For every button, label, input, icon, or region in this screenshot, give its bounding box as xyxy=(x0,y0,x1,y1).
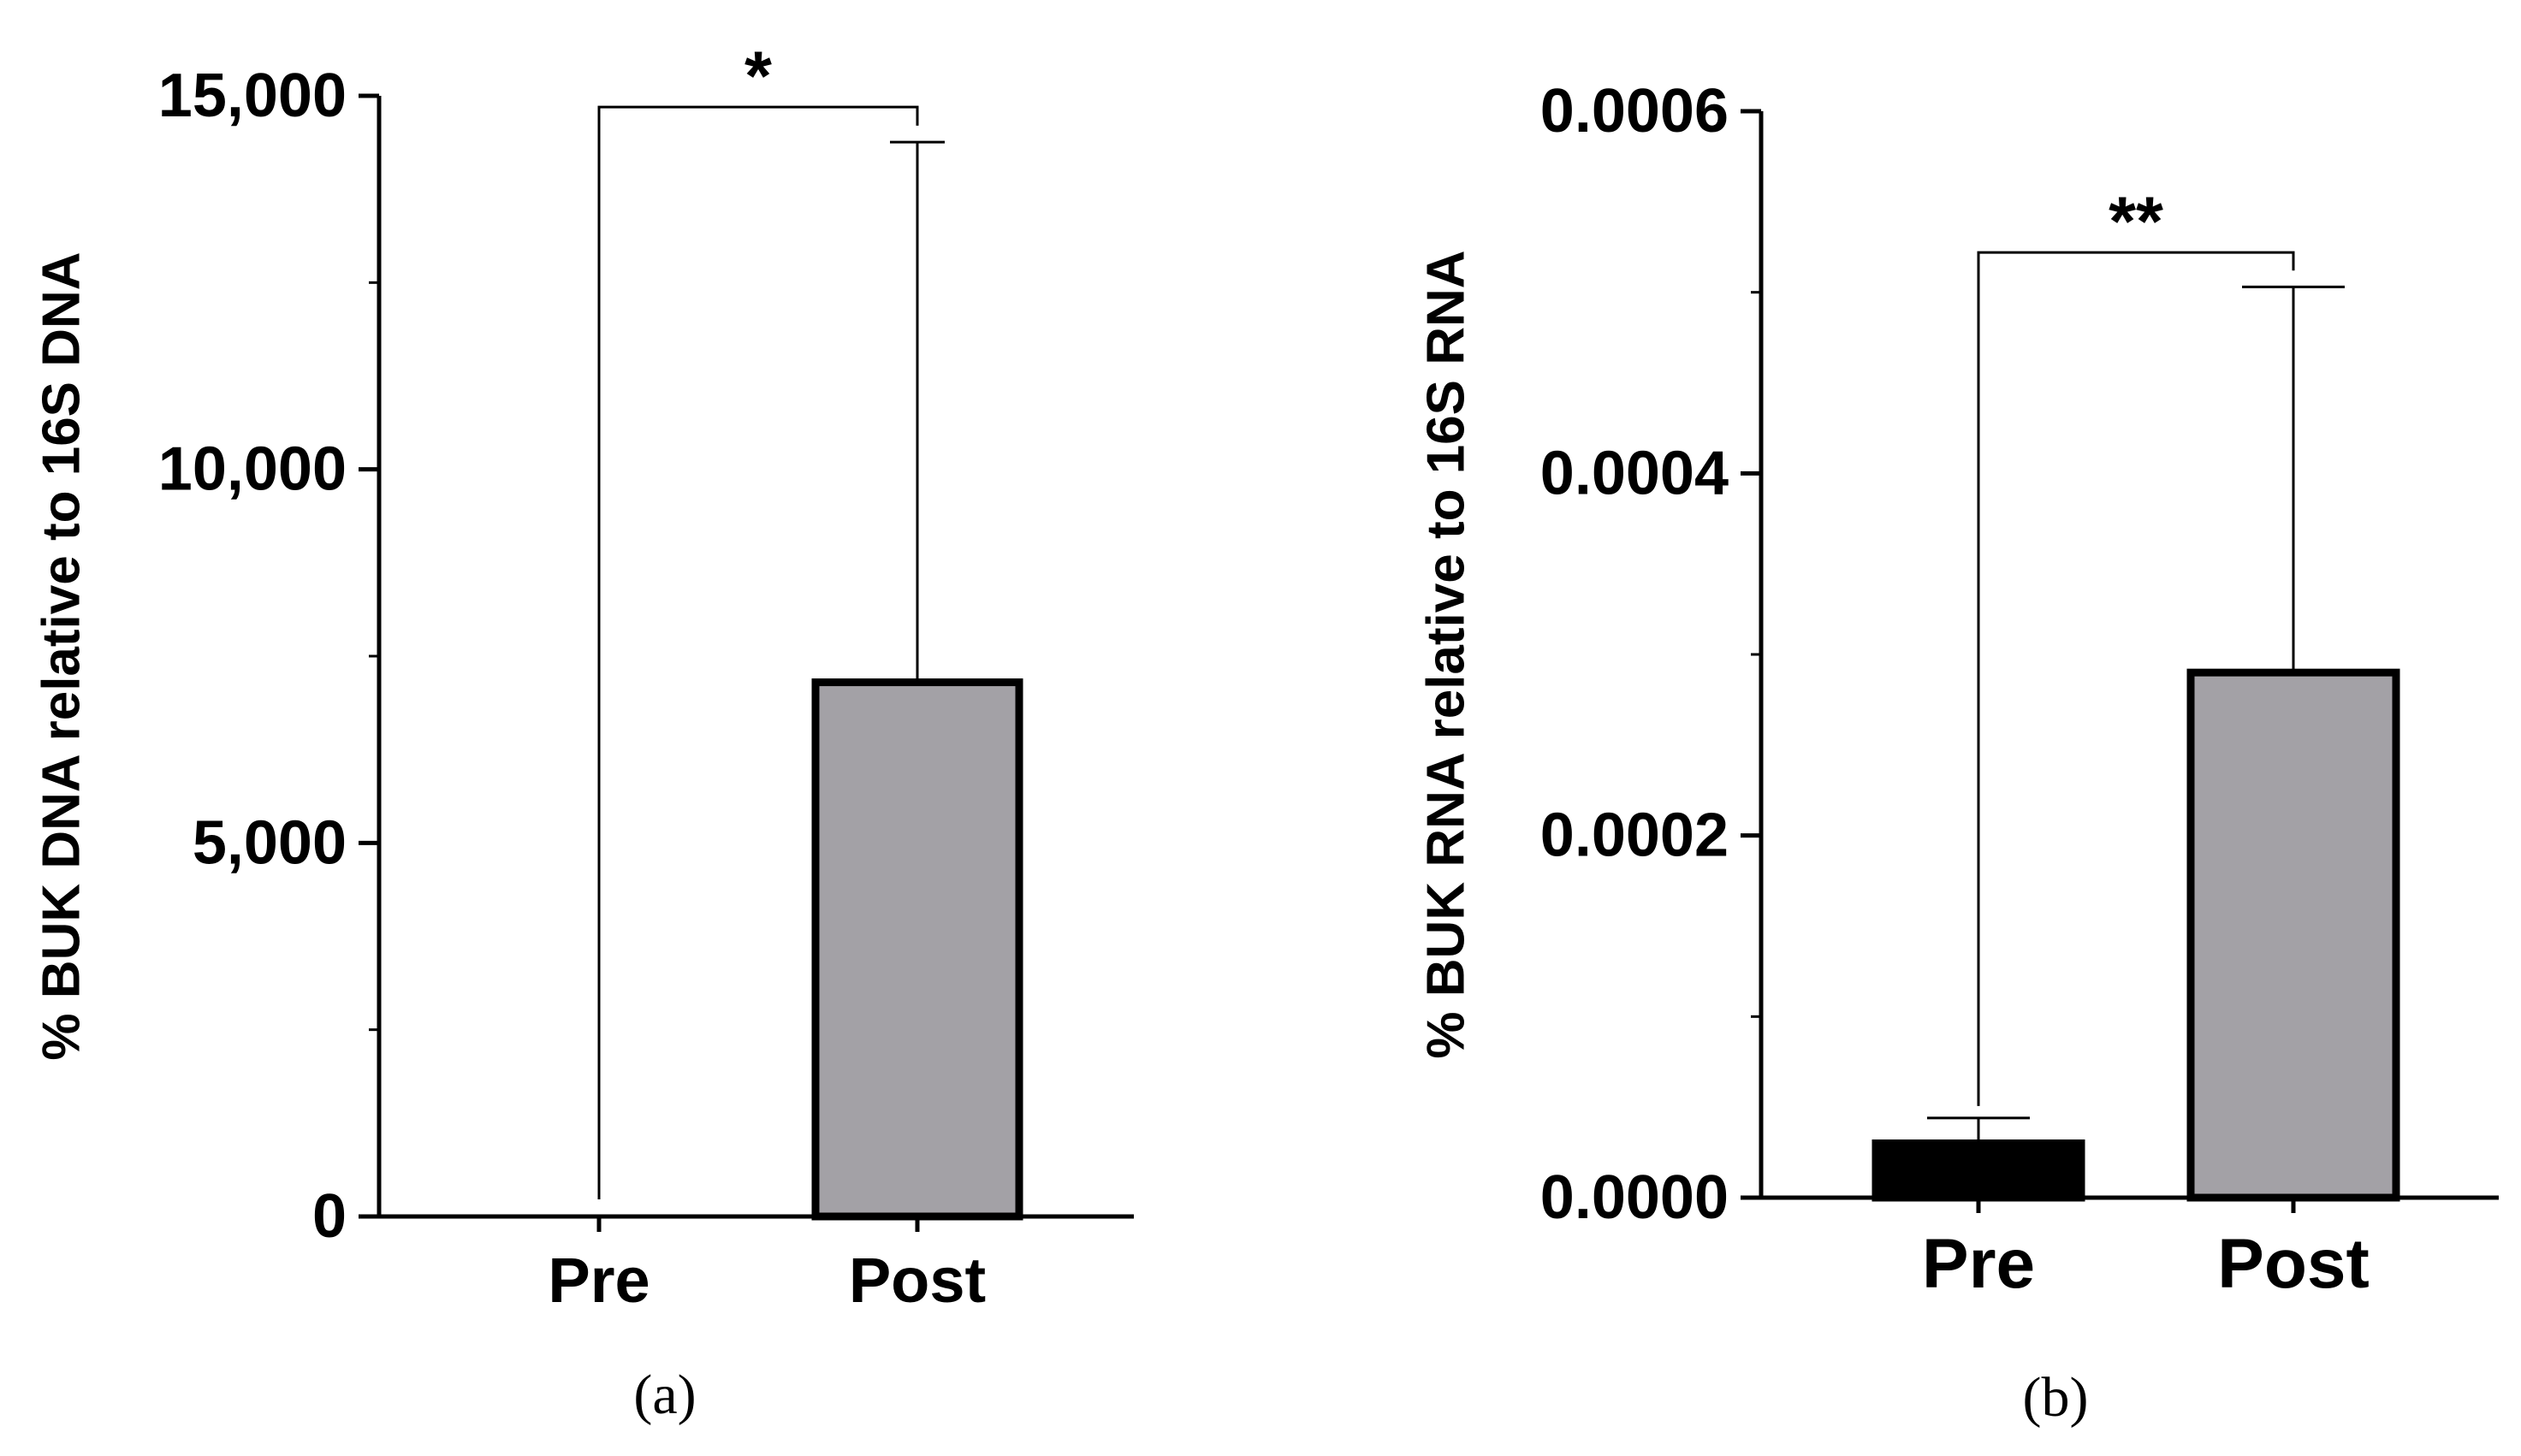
y-axis-title: % BUK DNA relative to 16S DNA xyxy=(33,252,92,1060)
significance-label: ** xyxy=(2109,183,2163,261)
y-tick-label: 0.0000 xyxy=(1540,1163,1729,1232)
y-tick-label: 0.0002 xyxy=(1540,802,1729,870)
x-category-label: Post xyxy=(849,1245,986,1316)
bar-post xyxy=(811,678,1023,1221)
bar-pre xyxy=(1871,1139,2085,1202)
x-category-label: Post xyxy=(2217,1225,2370,1303)
y-tick-label: 15,000 xyxy=(158,62,347,130)
significance-bracket xyxy=(597,105,919,1199)
significance-bracket xyxy=(1977,251,2295,1106)
y-tick-label: 0.0006 xyxy=(1540,77,1729,145)
y-axis-title: % BUK RNA relative to 16S RNA xyxy=(1417,250,1476,1058)
panel-a: 0 5,000 10,000 15,000 Pre Post % BUK DNA relat… xyxy=(33,38,1134,1426)
y-tick-label: 0 xyxy=(312,1182,347,1251)
y-tick-label: 0.0004 xyxy=(1540,439,1729,507)
x-category-label: Pre xyxy=(548,1245,650,1316)
significance-label: * xyxy=(744,38,772,115)
panel-b: 0.0000 0.0002 0.0004 0.0006 Pre Post % BUK RNA… xyxy=(1417,77,2499,1429)
panel-label: (a) xyxy=(633,1364,696,1426)
bar-post xyxy=(2186,668,2400,1202)
y-tick-label: 5,000 xyxy=(193,808,347,877)
x-category-label: Pre xyxy=(1922,1225,2035,1303)
panel-label: (b) xyxy=(2023,1366,2089,1429)
y-tick-label: 10,000 xyxy=(158,435,347,504)
